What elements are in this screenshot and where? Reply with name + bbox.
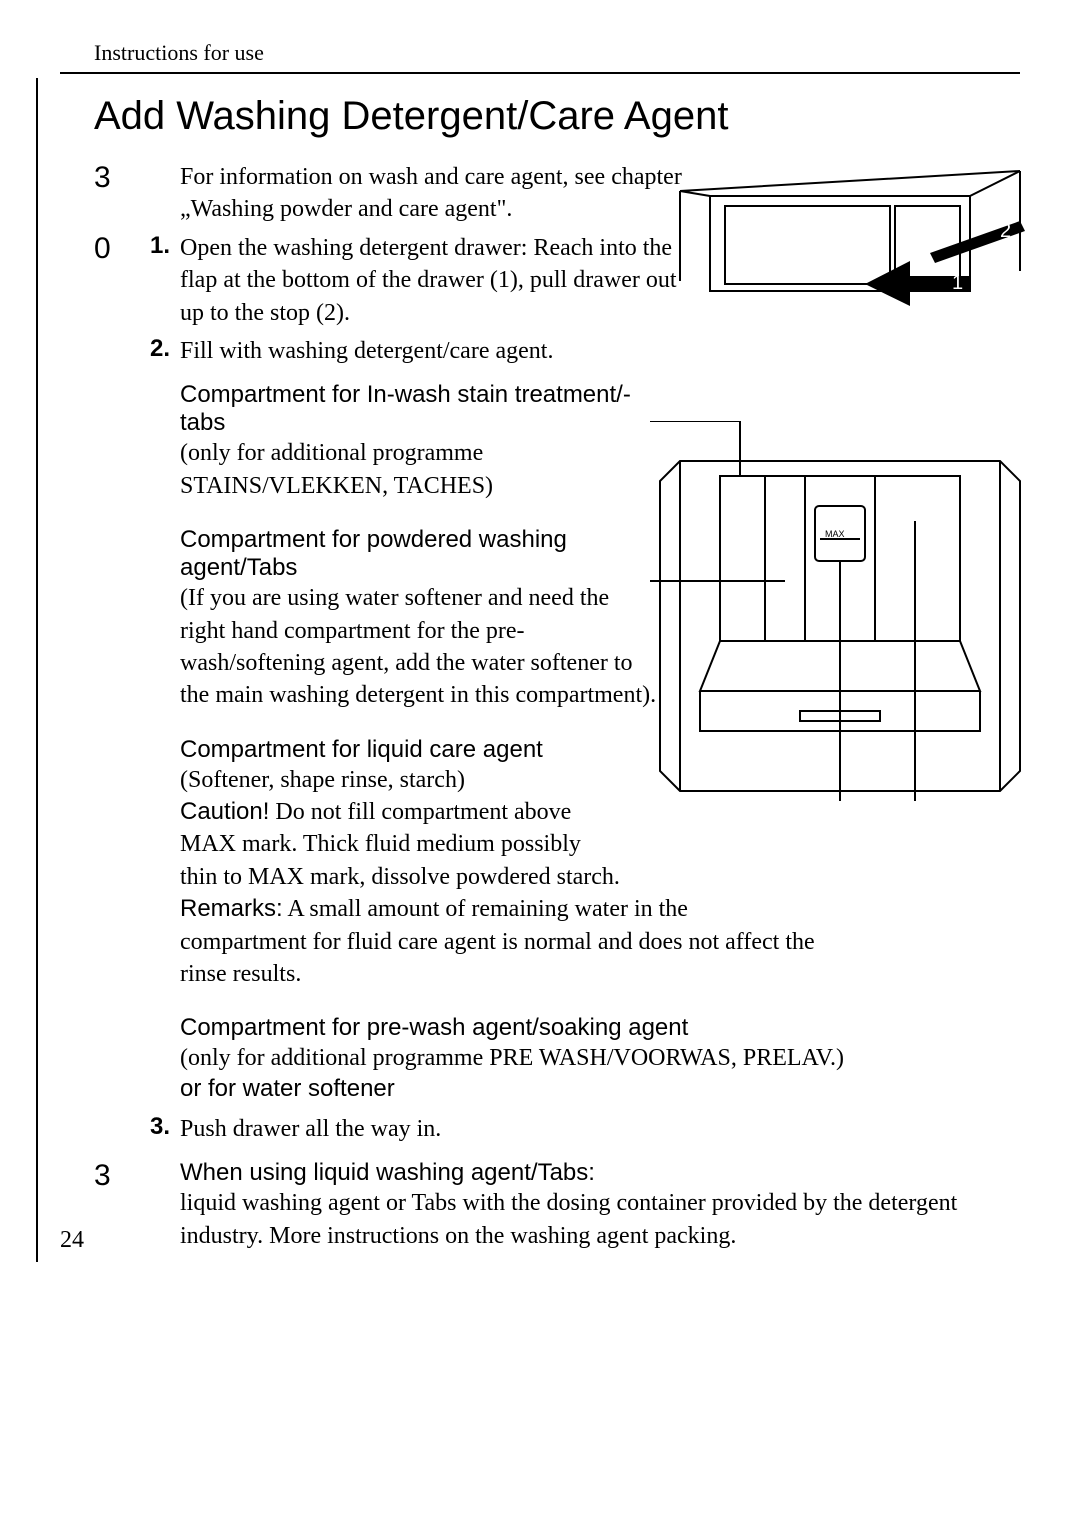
compartment4-title: Compartment for pre-wash agent/soaking a…	[180, 1014, 1020, 1042]
remarks-label: Remarks:	[180, 895, 283, 922]
step3-text: Push drawer all the way in.	[180, 1113, 1020, 1145]
intro-text: For information on wash and care agent, …	[180, 161, 700, 226]
arrow-label-1: 1	[952, 272, 963, 294]
compartment4-title2: or for water softener	[180, 1075, 1020, 1103]
arrow-label-2: 2	[1000, 220, 1011, 242]
info-marker-3b: 3	[94, 1159, 142, 1192]
caution-label: Caution!	[180, 798, 269, 825]
step1-number: 1.	[142, 232, 170, 260]
svg-text:MAX: MAX	[825, 529, 845, 539]
step-marker-0: 0	[94, 232, 142, 265]
compartment3-caution-block: Caution! Do not fill compartment above M…	[180, 796, 620, 893]
final-title: When using liquid washing agent/Tabs:	[180, 1159, 1020, 1187]
step2-text: Fill with washing detergent/care agent.	[180, 335, 1020, 367]
illustration-drawer-compartments: MAX	[650, 421, 1030, 801]
compartment1-detail: (only for additional programme STAINS/VL…	[180, 437, 660, 502]
compartment2-detail: (If you are using water softener and nee…	[180, 582, 660, 712]
header-rule	[60, 72, 1020, 74]
left-margin-rule	[36, 78, 38, 1262]
illustration-open-drawer: 2 1	[670, 161, 1030, 331]
header-section-label: Instructions for use	[94, 40, 1020, 66]
final-detail: liquid washing agent or Tabs with the do…	[180, 1187, 1020, 1252]
page-title: Add Washing Detergent/Care Agent	[94, 94, 1020, 139]
compartment3-remarks-block: Remarks: A small amount of remaining wat…	[180, 893, 820, 990]
compartment1-title: Compartment for In-wash stain treatment/…	[180, 381, 660, 437]
step2-number: 2.	[142, 335, 170, 363]
step1-text: Open the washing detergent drawer: Reach…	[180, 232, 700, 329]
step3-number: 3.	[142, 1113, 170, 1145]
compartment2-title: Compartment for powdered washing agent/T…	[180, 526, 660, 582]
compartment4-detail: (only for additional programme PRE WASH/…	[180, 1042, 1020, 1074]
page-number: 24	[60, 1227, 84, 1254]
info-marker-3: 3	[94, 161, 142, 194]
